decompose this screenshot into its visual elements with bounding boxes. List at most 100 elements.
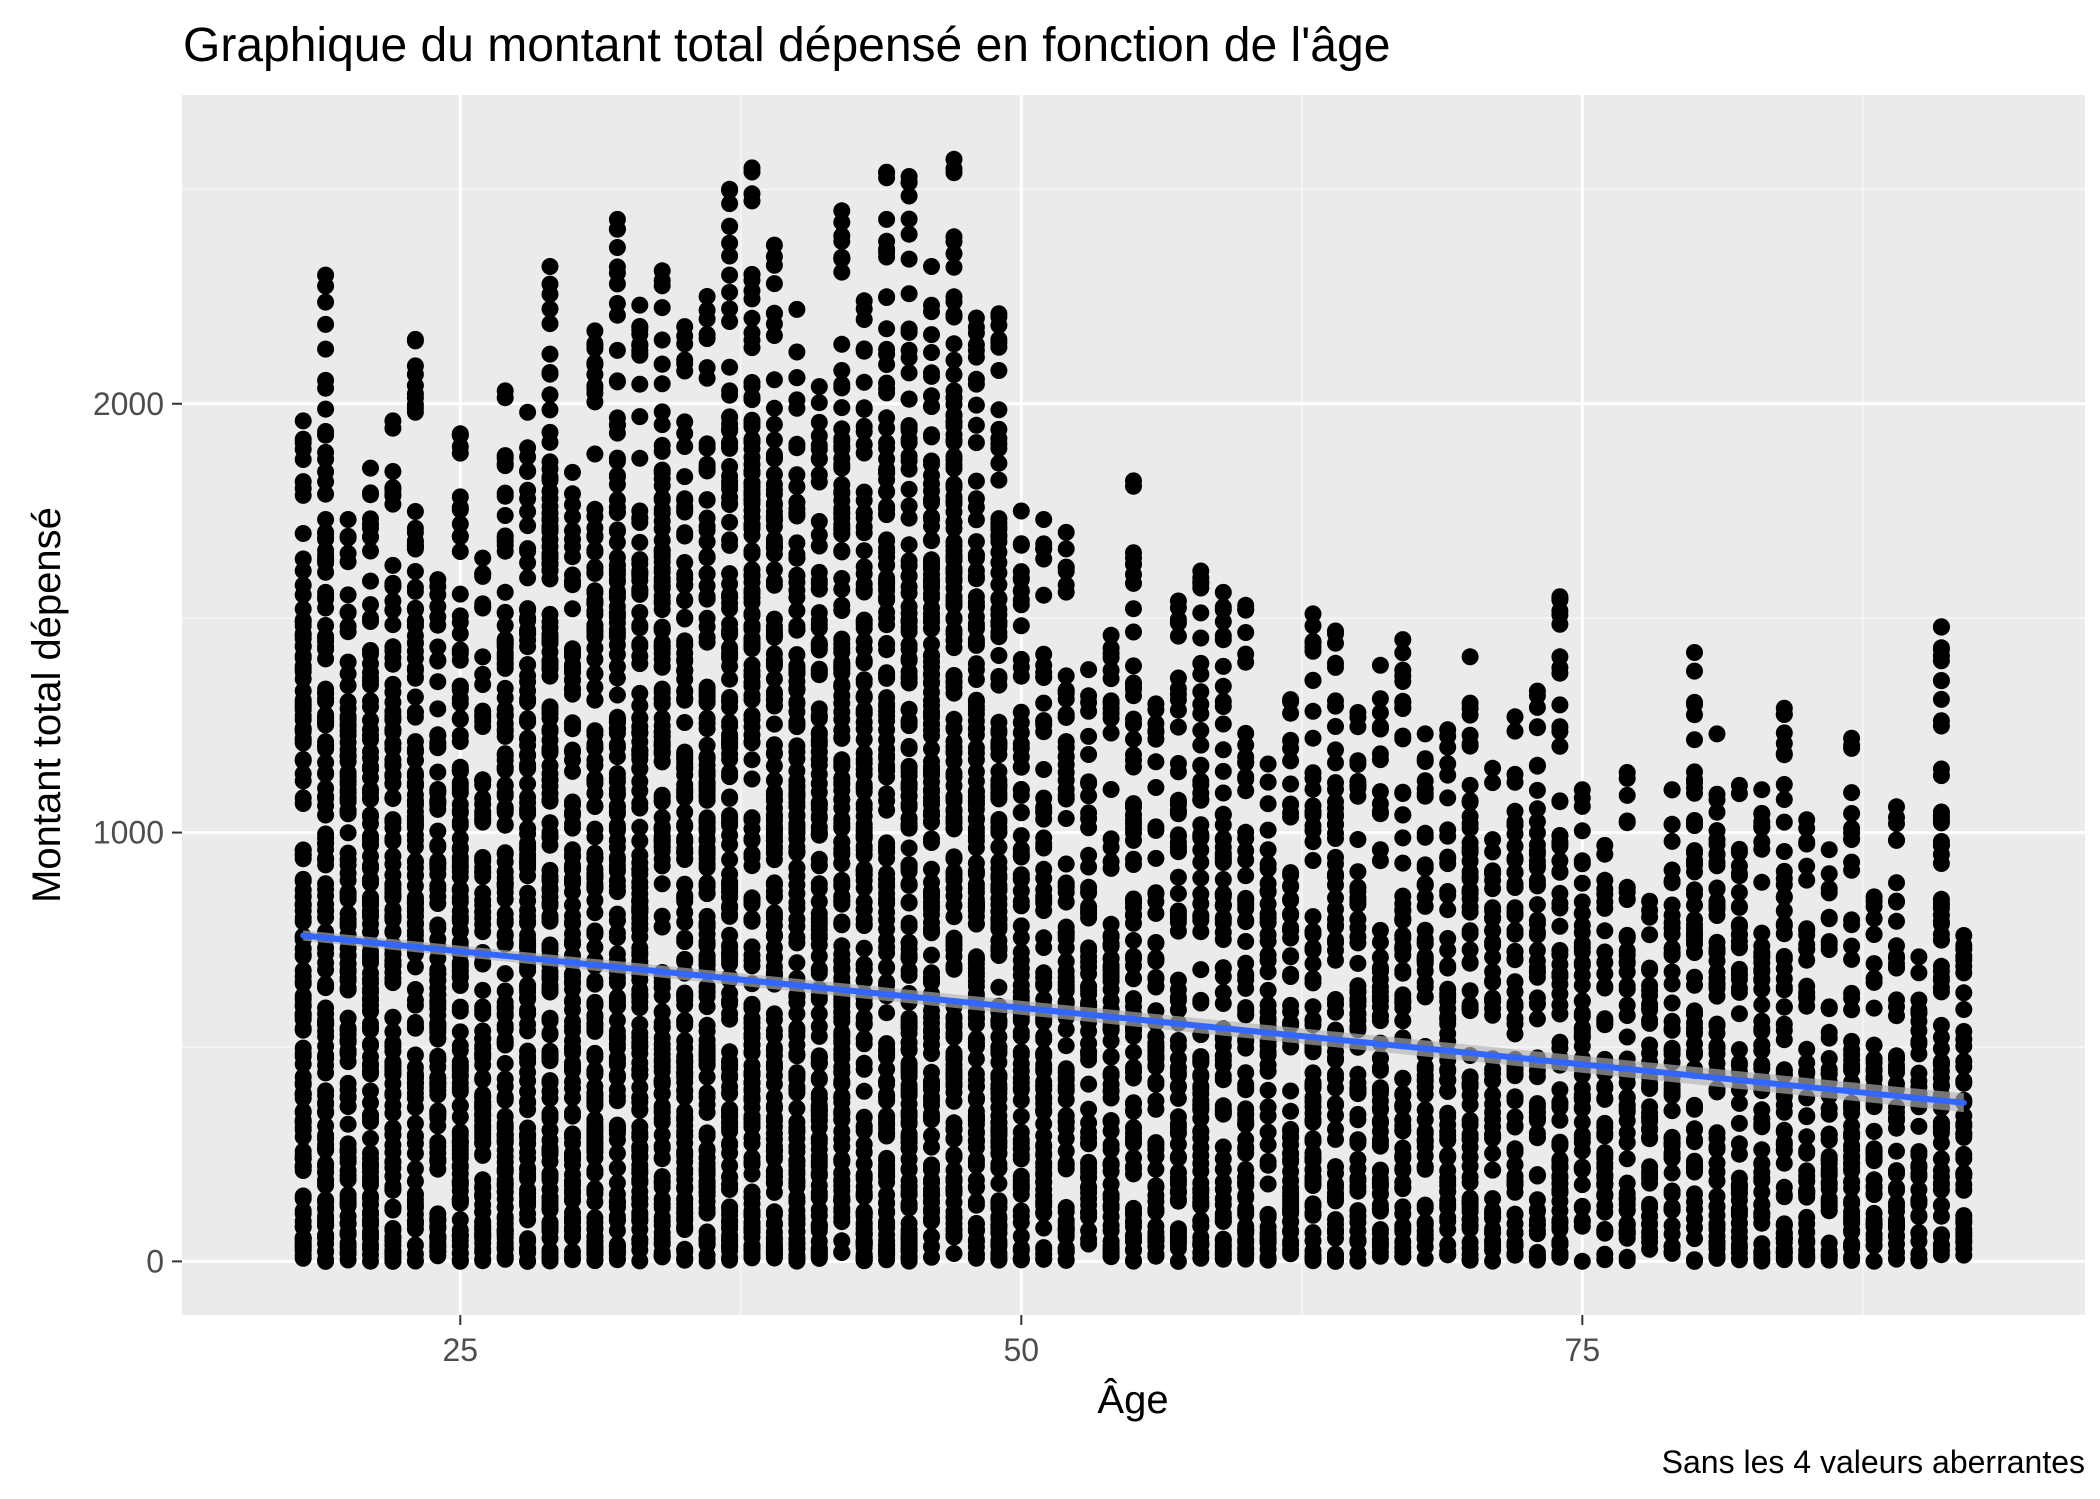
data-point-4608 [990,676,1008,694]
data-point-1123 [474,884,492,902]
data-point-397 [339,553,357,571]
data-point-4309 [945,1172,963,1190]
data-point-3493 [833,677,851,695]
data-point-2745 [721,851,739,869]
data-point-633 [384,1181,402,1199]
data-point-609 [384,1038,402,1055]
data-point-1122 [474,772,492,790]
data-point-234 [317,1126,335,1144]
data-point-502 [362,989,379,1007]
data-point-4732 [1012,658,1030,676]
data-point-886 [429,726,447,744]
data-point-4803 [1035,939,1053,956]
data-point-3534 [833,379,851,397]
data-point-4731 [1012,591,1030,609]
data-point-1667 [564,1125,581,1143]
data-point-2126 [631,741,649,759]
data-point-2591 [698,439,716,457]
data-point-2264 [653,1014,671,1032]
data-point-3521 [833,895,851,913]
data-point-765 [406,1213,424,1231]
data-point-1360 [519,884,537,902]
data-point-405 [362,1130,379,1147]
data-point-84 [294,765,312,783]
data-point-1831 [586,445,604,463]
data-point-2066 [631,533,649,551]
data-point-3209 [788,750,806,768]
data-point-615 [384,757,402,775]
data-point-2597 [721,513,739,531]
data-point-4805 [1035,804,1053,822]
data-point-411 [362,1082,379,1100]
data-point-326 [339,1207,357,1225]
data-point-660 [406,688,424,706]
data-point-2716 [721,713,739,731]
data-point-974 [451,1037,469,1055]
data-point-4906 [1057,558,1075,576]
data-point-1782 [586,1149,604,1167]
data-point-1509 [541,1131,559,1149]
data-point-1541 [541,1249,559,1267]
data-point-4628 [990,623,1008,641]
data-point-2711 [721,945,739,962]
data-point-744 [406,981,424,998]
data-point-1002 [451,761,469,779]
data-point-3844 [878,289,896,306]
data-point-2572 [698,765,716,783]
data-point-2360 [676,632,694,650]
data-point-2439 [676,468,694,486]
data-point-2430 [676,1016,694,1034]
data-point-2141 [631,325,649,343]
data-point-4496 [967,375,985,393]
data-point-856 [429,738,447,756]
data-point-376 [339,972,357,990]
data-point-2120 [631,1038,649,1056]
data-point-4978 [1080,810,1098,827]
data-point-521 [362,613,379,630]
data-point-3367 [810,563,828,581]
data-point-2719 [721,907,739,925]
data-point-1832 [586,337,604,355]
data-point-4342 [945,351,963,369]
data-point-238 [317,710,335,727]
data-point-2911 [743,617,761,635]
data-point-129 [294,576,312,594]
data-point-3852 [878,345,896,363]
data-point-1118 [474,896,492,914]
data-point-4329 [945,1121,963,1139]
data-point-4350 [945,150,963,168]
data-point-4728 [1012,617,1030,635]
data-point-1023 [451,515,469,533]
data-point-3647 [855,1054,873,1072]
data-point-1973 [608,504,626,522]
data-point-1811 [586,975,604,993]
data-point-4821 [1035,669,1053,686]
data-point-3024 [765,1216,783,1234]
data-point-137 [317,485,335,503]
data-point-2243 [653,837,671,855]
data-point-3088 [765,431,783,449]
data-point-1511 [541,1026,559,1044]
data-point-1508 [541,1181,559,1198]
data-point-1661 [564,1089,581,1107]
data-point-95 [294,637,312,655]
data-point-4733 [1012,571,1030,589]
data-point-3532 [833,263,851,281]
data-point-1908 [608,911,626,929]
data-point-91 [294,1011,312,1028]
data-point-1991 [608,416,626,434]
data-point-1789 [586,797,604,815]
data-point-1252 [496,759,514,777]
data-point-2138 [631,449,649,467]
data-point-1816 [586,1164,604,1182]
data-point-2580 [698,884,716,902]
data-point-1019 [451,1056,469,1074]
data-point-2753 [721,283,739,301]
data-point-483 [362,743,379,761]
data-point-4488 [967,416,985,434]
data-point-3518 [833,769,851,787]
data-point-395 [339,527,357,545]
data-point-745 [406,838,424,856]
data-point-4448 [967,570,985,588]
data-point-1537 [541,791,559,809]
